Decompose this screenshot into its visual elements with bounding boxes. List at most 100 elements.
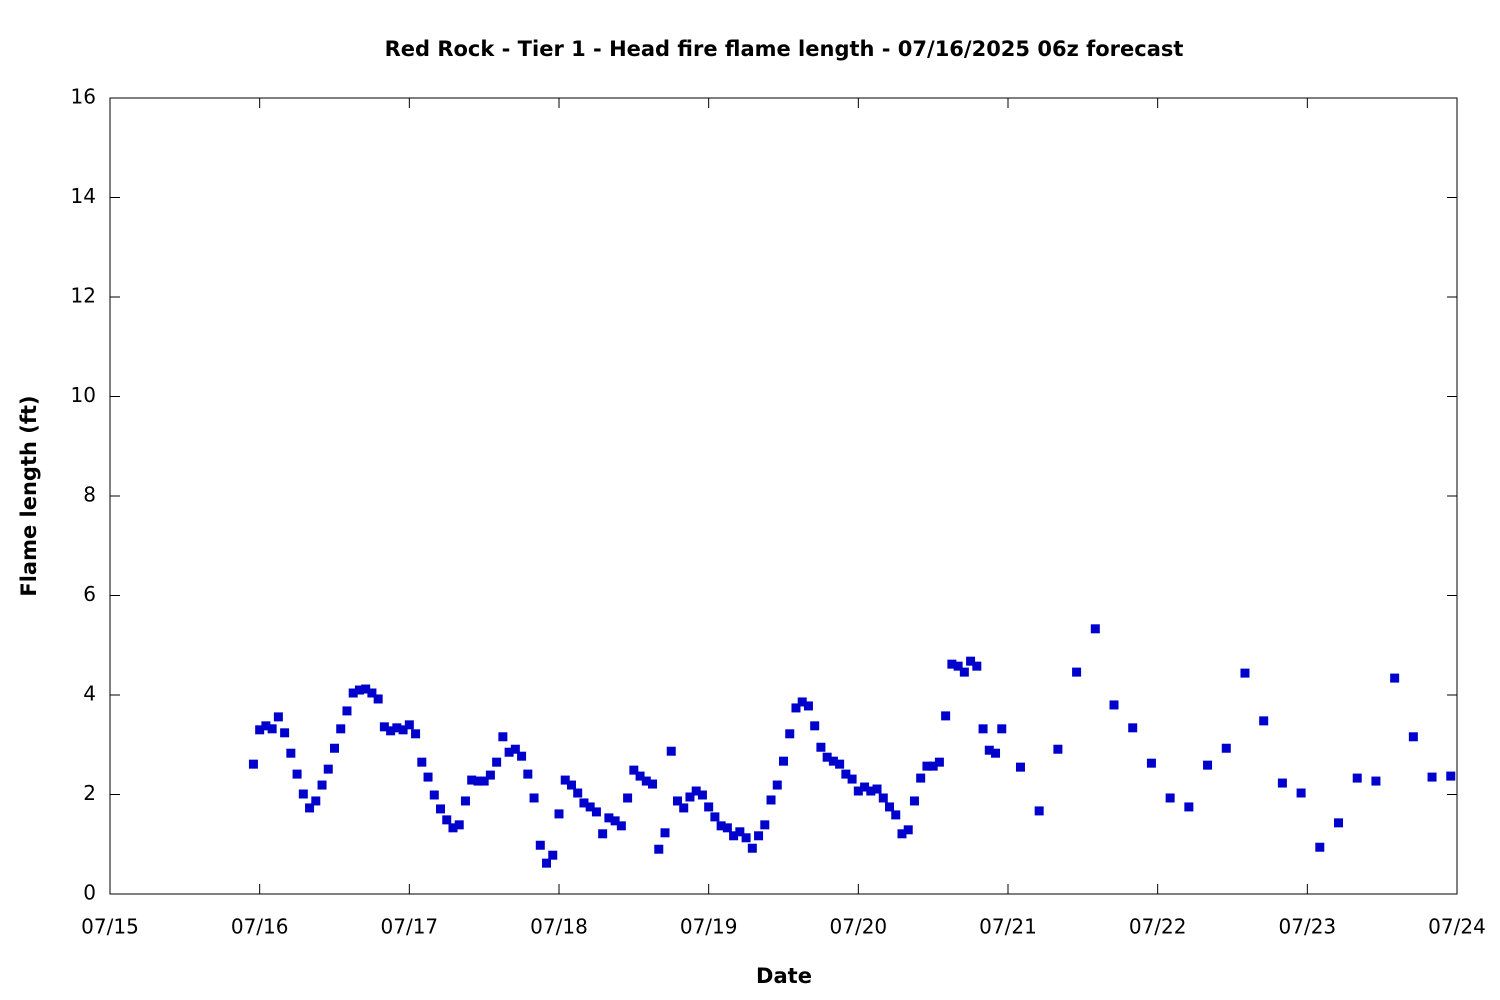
data-point xyxy=(685,792,695,802)
data-point xyxy=(267,724,277,734)
data-point xyxy=(841,769,851,779)
data-point xyxy=(1446,771,1456,781)
data-point xyxy=(916,773,926,783)
data-point xyxy=(791,703,801,713)
data-point xyxy=(885,802,895,812)
data-point xyxy=(1221,743,1231,753)
plot-frame xyxy=(109,97,1458,895)
data-point xyxy=(716,821,726,831)
data-point xyxy=(934,757,944,767)
data-point xyxy=(604,813,614,823)
data-point xyxy=(853,786,863,796)
data-point xyxy=(417,757,427,767)
data-point xyxy=(286,748,296,758)
data-point xyxy=(479,776,489,786)
data-point xyxy=(311,796,321,806)
data-point xyxy=(529,793,539,803)
data-point xyxy=(1015,762,1025,772)
data-point xyxy=(354,685,364,695)
data-point xyxy=(348,688,358,698)
data-point xyxy=(816,742,826,752)
data-point xyxy=(1427,772,1437,782)
x-tick-label: 07/20 xyxy=(830,915,888,939)
data-point xyxy=(255,725,265,735)
data-point xyxy=(866,786,876,796)
data-point xyxy=(797,697,807,707)
data-point xyxy=(835,759,845,769)
data-point xyxy=(891,810,901,820)
data-point xyxy=(704,802,714,812)
data-point xyxy=(947,659,957,669)
data-point xyxy=(573,788,583,798)
x-tick-label: 07/19 xyxy=(680,915,738,939)
data-point xyxy=(492,757,502,767)
y-tick-label: 14 xyxy=(71,184,96,208)
data-point xyxy=(1390,673,1400,683)
data-point xyxy=(641,776,651,786)
data-point xyxy=(361,684,371,694)
data-point xyxy=(666,746,676,756)
data-point xyxy=(373,694,383,704)
y-tick-label: 8 xyxy=(83,483,96,507)
data-point xyxy=(997,724,1007,734)
data-point xyxy=(872,784,882,794)
data-point xyxy=(280,728,290,738)
data-point xyxy=(1352,773,1362,783)
data-point xyxy=(485,770,495,780)
data-point xyxy=(454,820,464,830)
data-point xyxy=(785,729,795,739)
x-tick-label: 07/16 xyxy=(231,915,289,939)
data-point xyxy=(878,793,888,803)
data-point xyxy=(941,711,951,721)
data-point xyxy=(342,706,352,716)
y-tick-label: 16 xyxy=(71,85,96,109)
data-point xyxy=(504,747,514,757)
data-point xyxy=(367,688,377,698)
data-point xyxy=(972,661,982,671)
data-point xyxy=(548,850,558,860)
data-point xyxy=(1090,624,1100,634)
y-tick-label: 6 xyxy=(83,582,96,606)
data-point xyxy=(822,752,832,762)
data-point xyxy=(273,712,283,722)
data-point xyxy=(828,756,838,766)
data-point xyxy=(648,779,658,789)
data-point xyxy=(1296,788,1306,798)
data-point xyxy=(510,744,520,754)
data-point xyxy=(610,816,620,826)
data-point xyxy=(903,825,913,835)
data-point xyxy=(423,772,433,782)
data-point xyxy=(442,815,452,825)
data-point xyxy=(429,790,439,800)
y-axis-label: Flame length (ft) xyxy=(17,395,41,596)
data-point xyxy=(654,844,664,854)
data-point xyxy=(535,840,545,850)
data-point xyxy=(922,761,932,771)
data-point xyxy=(498,732,508,742)
data-point xyxy=(379,722,389,732)
data-point xyxy=(616,821,626,831)
data-point xyxy=(766,795,776,805)
data-point xyxy=(317,780,327,790)
data-point xyxy=(1053,744,1063,754)
data-point xyxy=(697,790,707,800)
data-point xyxy=(404,720,414,730)
data-point xyxy=(1315,842,1325,852)
data-point xyxy=(566,780,576,790)
data-point xyxy=(722,823,732,833)
y-tick-label: 2 xyxy=(83,781,96,805)
x-tick-label: 07/22 xyxy=(1129,915,1187,939)
y-tick-label: 4 xyxy=(83,682,96,706)
data-point xyxy=(1128,723,1138,733)
data-point xyxy=(473,776,483,786)
x-tick-label: 07/15 xyxy=(81,915,139,939)
data-point xyxy=(635,771,645,781)
data-point xyxy=(1277,778,1287,788)
x-tick-label: 07/24 xyxy=(1428,915,1486,939)
data-point xyxy=(248,759,258,769)
data-point xyxy=(598,829,608,839)
data-point xyxy=(966,656,976,666)
data-point xyxy=(747,843,757,853)
data-point xyxy=(735,827,745,837)
